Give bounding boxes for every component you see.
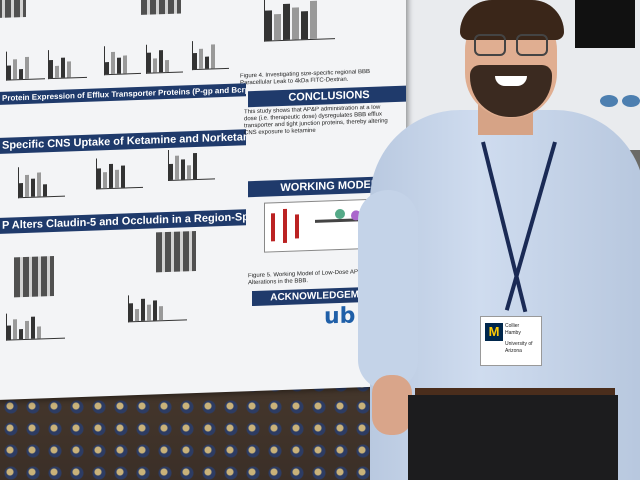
bar-chart-mini [48,48,87,80]
bar-chart-mini [168,148,215,181]
section-header-claudin: P Alters Claudin-5 and Occludin in a Reg… [0,209,246,234]
bar-chart-mini [128,293,187,323]
bar-chart-mini [6,50,45,81]
bar-chart-mini [6,311,65,341]
glasses-icon [516,34,548,56]
badge-line: Hamby [505,330,521,336]
ub-logo: ub [324,303,356,330]
section-header-efflux: Protein Expression of Efflux Transporter… [0,83,246,105]
bar-chart-mini [146,43,183,74]
figure4-caption: Figure 4. Investigating size-specific re… [240,68,371,87]
badge-line: University of [505,341,533,347]
name-badge: M Collier Hamby University of Arizona [480,316,542,366]
person-pants [408,395,618,480]
university-logo: M [485,323,503,341]
western-blot [0,0,26,18]
brain-image [622,95,640,107]
bar-chart-mini [18,165,65,199]
badge-line: Collier [505,323,520,329]
western-blot [14,255,54,298]
person-smile [495,76,527,86]
brain-image [600,95,618,107]
bar-chart-mini [96,156,143,190]
conclusion-text: This study shows that AP&P administratio… [244,104,388,137]
person-hair [460,0,564,40]
person-hand [372,375,412,435]
badge-line: Arizona [505,348,522,354]
western-blot [156,231,196,273]
bar-chart-mini [192,39,229,71]
person-arm [358,190,418,390]
bar-chart-mini [104,44,141,76]
research-poster: Figure 4. Investigating size-specific re… [0,0,406,400]
microscopy-image [575,0,635,48]
western-blot [141,0,181,15]
fig4-bar-chart [264,0,335,42]
glasses-icon [474,34,506,56]
